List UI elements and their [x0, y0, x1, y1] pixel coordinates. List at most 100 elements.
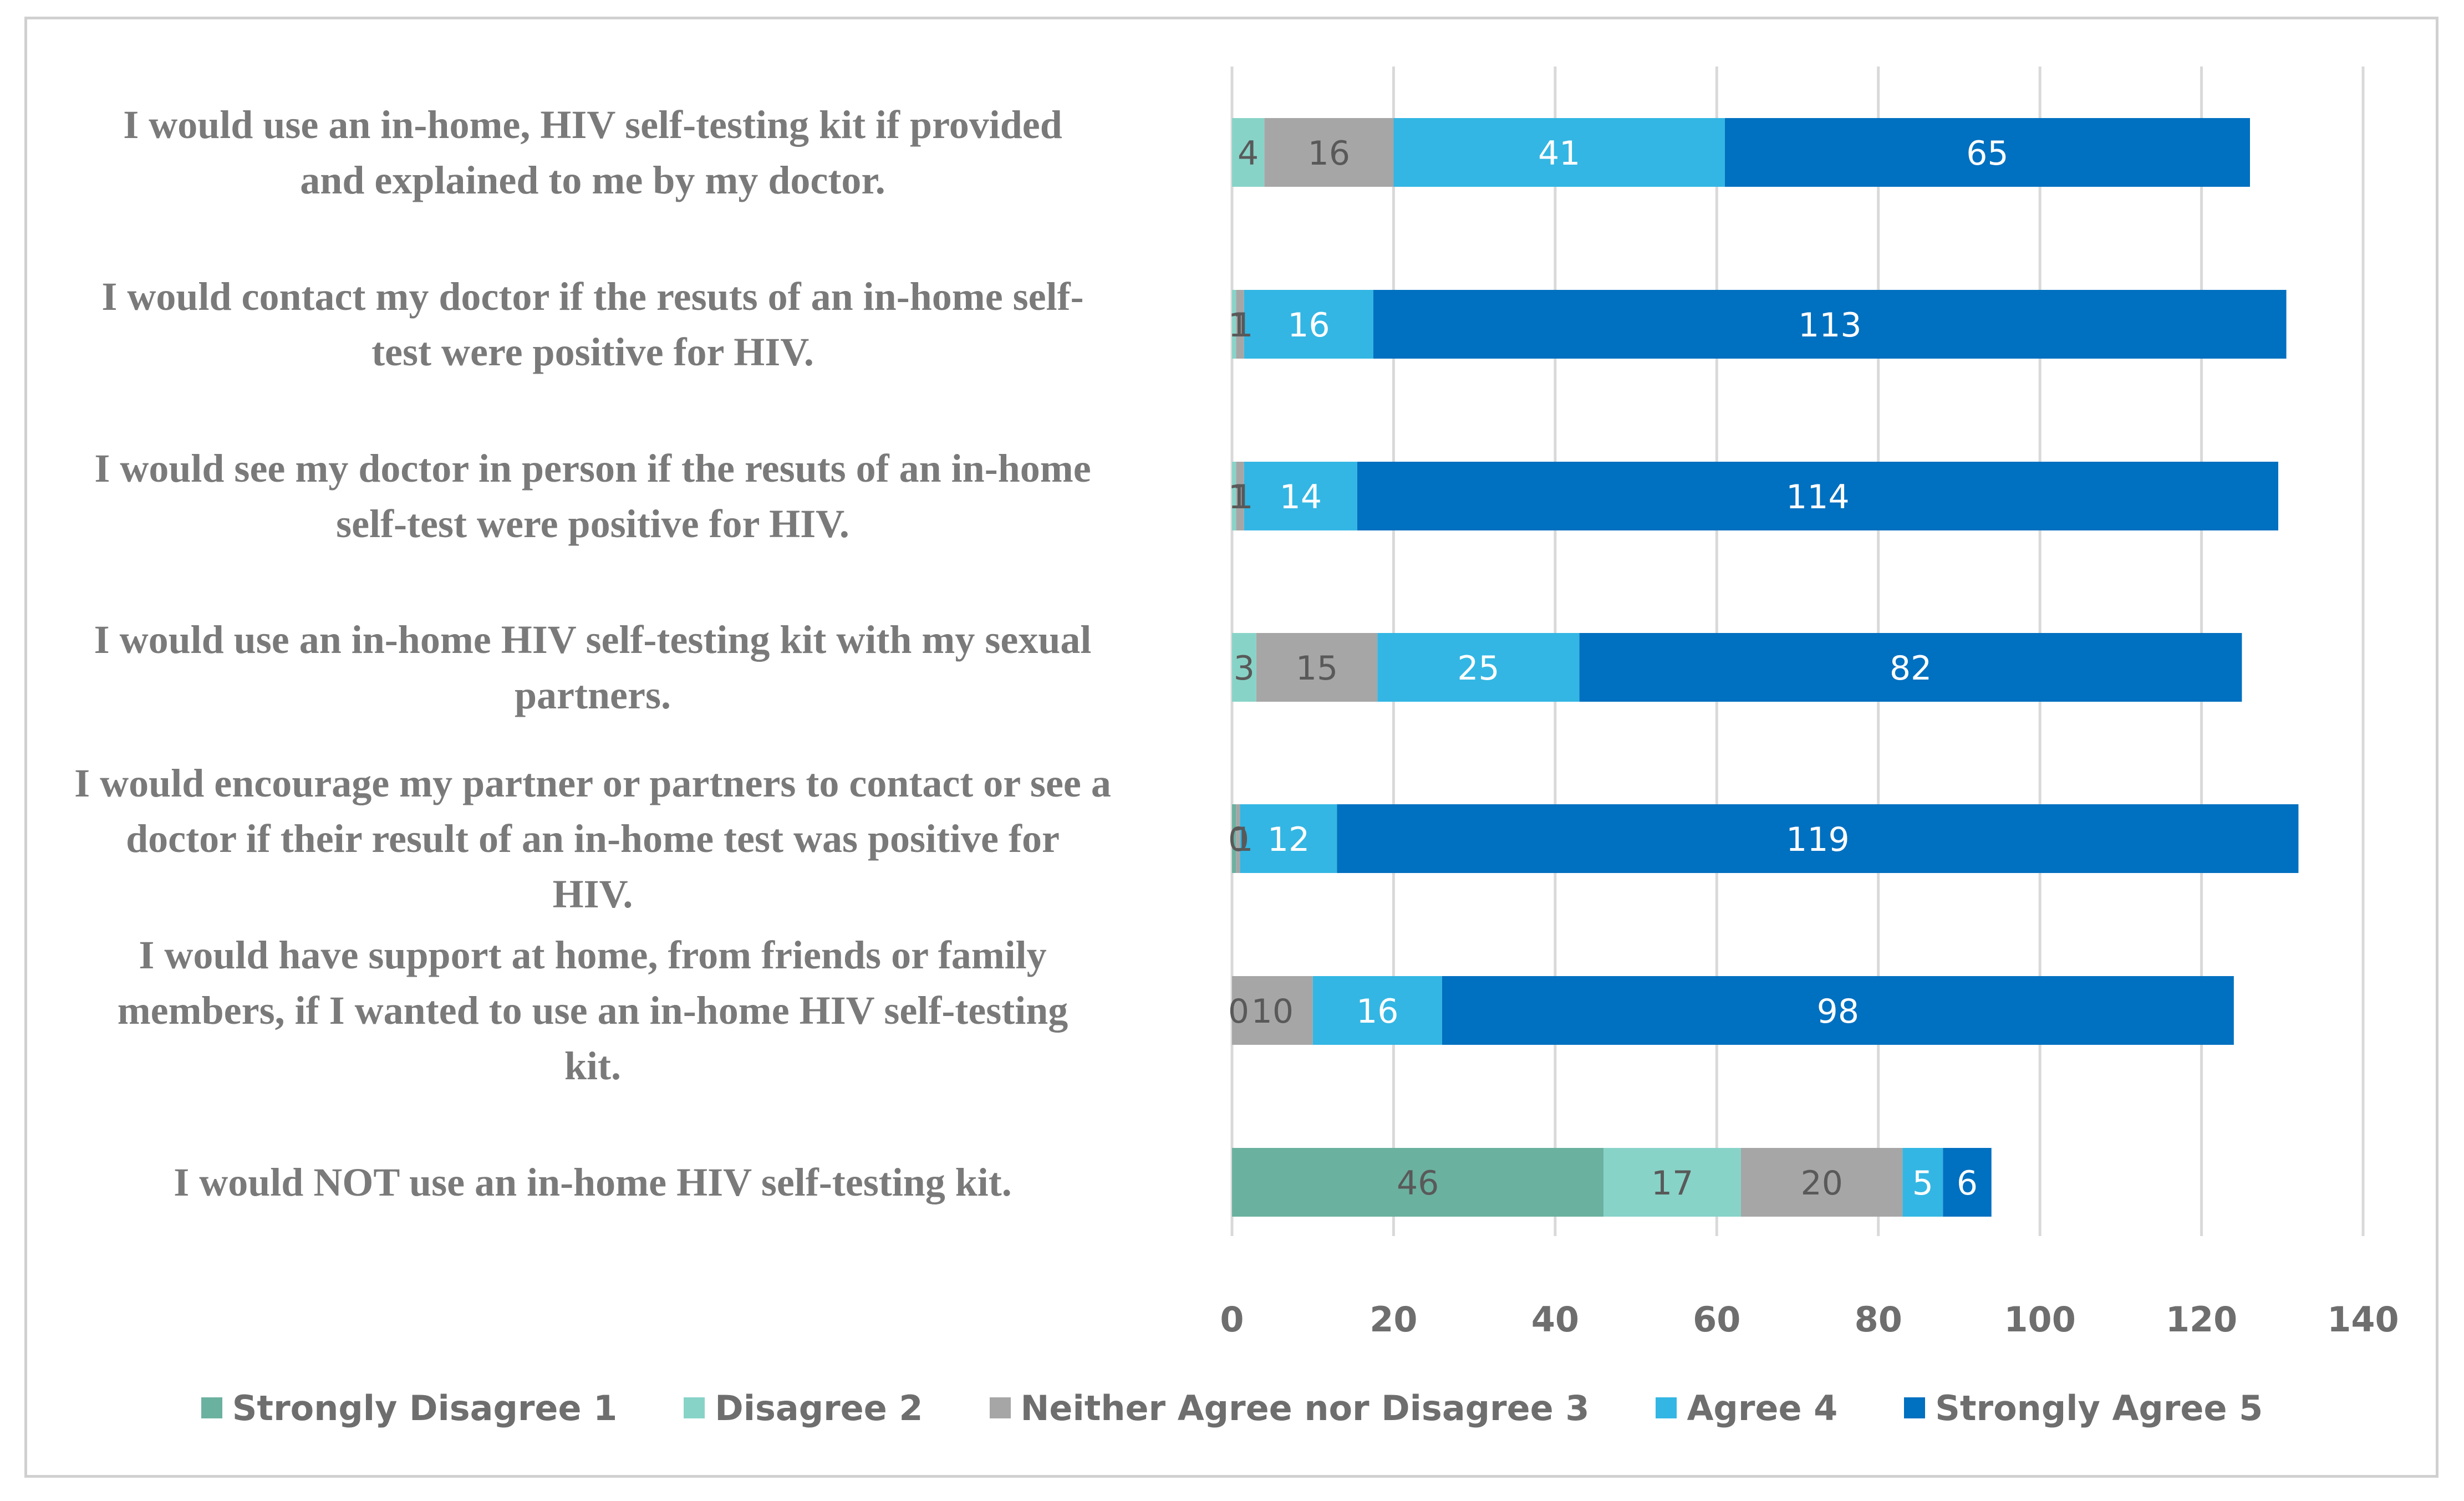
bar-segment: [1337, 804, 2299, 873]
data-label: 1: [1232, 306, 1253, 345]
category-label-line: partners.: [515, 673, 671, 717]
bar-segment: [1393, 118, 1725, 187]
category-label: I would use an in-home, HIV self-testing…: [0, 97, 1189, 208]
category-label: I would have support at home, from frien…: [0, 927, 1189, 1094]
data-label: 17: [1651, 1164, 1693, 1203]
x-tick-label: 100: [2004, 1299, 2075, 1340]
data-label: 3: [1234, 649, 1255, 688]
data-label: 82: [1890, 649, 1932, 688]
data-label: 1: [1228, 306, 1249, 345]
bar-segment: [1244, 462, 1357, 530]
category-label-line: and explained to me by my doctor.: [300, 158, 885, 202]
data-label: 1: [1232, 478, 1253, 517]
x-tick-label: 140: [2327, 1299, 2399, 1340]
data-label: 41: [1538, 134, 1580, 173]
bar-segment: [1232, 462, 1236, 530]
data-label: 16: [1287, 306, 1330, 345]
data-label: 5: [1912, 1164, 1933, 1203]
category-label-line: self-test were positive for HIV.: [336, 502, 849, 546]
legend-label: Agree 4: [1687, 1387, 1838, 1428]
bar-segment: [1232, 290, 1236, 359]
legend-item: Neither Agree nor Disagree 3: [989, 1387, 1590, 1428]
data-label: 16: [1356, 992, 1398, 1031]
bar-segment: [1256, 633, 1378, 702]
x-tick-label: 60: [1693, 1299, 1740, 1340]
category-label-line: I would contact my doctor if the resuts …: [101, 274, 1084, 319]
category-label-line: I would encourage my partner or partners…: [74, 761, 1111, 805]
legend-label: Disagree 2: [715, 1387, 923, 1428]
category-label: I would encourage my partner or partners…: [0, 755, 1189, 922]
legend-swatch: [201, 1397, 222, 1418]
bar-segment: [1357, 462, 2278, 530]
legend-swatch: [1656, 1397, 1677, 1418]
data-label: 4: [1238, 134, 1259, 173]
bar-segment: [1579, 633, 2242, 702]
data-label: 16: [1308, 134, 1350, 173]
data-label: 0: [1228, 992, 1249, 1031]
category-label-line: I would use an in-home HIV self-testing …: [94, 617, 1092, 662]
data-label: 119: [1786, 820, 1850, 859]
legend-swatch: [684, 1397, 705, 1418]
data-label: 12: [1267, 820, 1310, 859]
legend-label: Strongly Disagree 1: [232, 1387, 618, 1428]
category-label-line: I would see my doctor in person if the r…: [94, 446, 1091, 491]
category-label: I would use an in-home HIV self-testing …: [0, 612, 1189, 723]
category-label-line: I would have support at home, from frien…: [139, 933, 1047, 977]
category-label-line: HIV.: [552, 872, 633, 916]
bar-segment: [1373, 290, 2287, 359]
data-label: 0: [1228, 820, 1249, 859]
data-label: 15: [1296, 649, 1338, 688]
chart-legend: Strongly Disagree 1 Disagree 2 Neither Agr…: [0, 1380, 2464, 1436]
data-label: 113: [1798, 306, 1862, 345]
bar-segment: [1741, 1148, 1903, 1217]
x-tick-label: 120: [2166, 1299, 2237, 1340]
bar-segment: [1236, 804, 1240, 873]
bar-segment: [1232, 118, 1265, 187]
bar-segment: [1236, 290, 1244, 359]
legend-item: Strongly Agree 5: [1904, 1388, 2263, 1428]
category-label: I would see my doctor in person if the r…: [0, 441, 1189, 552]
category-label-line: I would NOT use an in-home HIV self-test…: [174, 1160, 1012, 1204]
data-label: 25: [1457, 649, 1499, 688]
legend-item: Strongly Disagree 1: [201, 1388, 617, 1428]
category-label: I would NOT use an in-home HIV self-test…: [0, 1155, 1189, 1210]
bar-segment: [1724, 118, 2250, 187]
legend-swatch: [1904, 1397, 1926, 1418]
category-label-line: kit.: [564, 1044, 622, 1088]
bar-segment: [1232, 804, 1236, 873]
x-tick-label: 0: [1220, 1299, 1244, 1340]
data-label: 65: [1966, 134, 2008, 173]
category-label: I would contact my doctor if the resuts …: [0, 269, 1189, 380]
x-tick-label: 80: [1855, 1299, 1902, 1340]
data-label: 1: [1228, 478, 1249, 517]
legend-item: Agree 4: [1656, 1388, 1837, 1428]
category-label-line: members, if I wanted to use an in-home H…: [117, 988, 1068, 1033]
data-label: 114: [1786, 478, 1850, 517]
data-label: 6: [1957, 1164, 1978, 1203]
data-label: 14: [1280, 478, 1322, 517]
data-label: 1: [1232, 820, 1253, 859]
bar-segment: [1264, 118, 1394, 187]
category-label-line: test were positive for HIV.: [371, 330, 814, 374]
bar-segment: [1377, 633, 1580, 702]
bar-segment: [1943, 1148, 1992, 1217]
data-label: 98: [1817, 992, 1859, 1031]
bar-segment: [1232, 633, 1256, 702]
data-label: 46: [1397, 1164, 1439, 1203]
category-label-line: I would use an in-home, HIV self-testing…: [123, 103, 1062, 147]
x-tick-label: 40: [1531, 1299, 1579, 1340]
legend-swatch: [989, 1397, 1011, 1418]
legend-item: Disagree 2: [684, 1388, 923, 1428]
legend-label: Neither Agree nor Disagree 3: [1020, 1387, 1590, 1428]
bar-segment: [1232, 1148, 1604, 1217]
bar-segment: [1240, 804, 1337, 873]
legend-label: Strongly Agree 5: [1935, 1387, 2263, 1428]
bar-segment: [1442, 976, 2234, 1045]
bar-segment: [1236, 462, 1244, 530]
bar-segment: [1902, 1148, 1943, 1217]
data-label: 20: [1801, 1164, 1843, 1203]
x-tick-label: 20: [1370, 1299, 1417, 1340]
category-label-line: doctor if their result of an in-home tes…: [126, 816, 1060, 861]
data-label: 10: [1251, 992, 1294, 1031]
